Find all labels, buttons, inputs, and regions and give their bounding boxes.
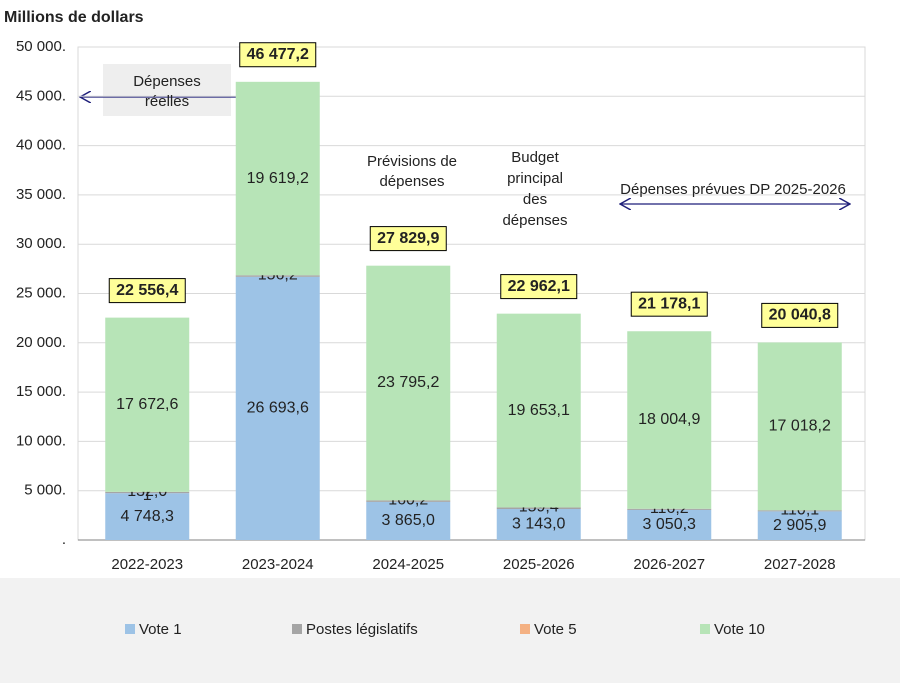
legend-label: Vote 5 [534,621,577,638]
y-axis-title: Millions de dollars [4,9,144,26]
annotation: Prévisions de [367,153,457,170]
total-label: 27 829,9 [377,230,439,247]
total-box [630,291,708,317]
bar-segment [757,510,842,512]
data-label: 1 [143,487,152,504]
y-tick-label: . [62,531,66,548]
annotation: dépenses [502,212,567,229]
annotation: réelles [145,93,189,110]
legend-background [0,578,900,683]
data-label: 19 619,2 [247,170,309,187]
data-label: 3 050,3 [643,516,696,533]
x-tick-label: 2025-2026 [503,556,575,573]
bar-segment [235,276,320,540]
bar-segment [496,509,581,540]
x-tick-label: 2023-2024 [242,556,314,573]
annotation-box [103,64,231,116]
x-tick-label: 2022-2023 [111,556,183,573]
y-tick-label: 20 000. [16,334,66,351]
x-tick-label: 2024-2025 [372,556,444,573]
data-label: 17 672,6 [116,396,178,413]
data-label: 2 905,9 [773,517,826,534]
y-tick-label: 50 000. [16,38,66,55]
data-label: 23 795,2 [377,374,439,391]
x-tick-label: 2026-2027 [633,556,705,573]
legend-label: Postes législatifs [306,621,418,638]
bar-segment [627,331,712,509]
y-tick-label: 10 000. [16,432,66,449]
data-label: 17 018,2 [769,418,831,435]
y-tick-label: 35 000. [16,186,66,203]
total-label: 20 040,8 [769,307,831,324]
bar-segment [105,491,190,494]
bar-segment [496,313,581,508]
bar-segment [235,275,320,277]
y-tick-label: 5 000. [24,482,66,499]
y-tick-label: 40 000. [16,137,66,154]
annotation: principal [507,170,563,187]
legend-label: Vote 10 [714,621,765,638]
x-tick-label: 2027-2028 [764,556,836,573]
bar-segment [757,511,842,540]
annotation: Dépenses prévues DP 2025-2026 [620,181,846,198]
total-box [369,226,447,252]
data-label: 4 748,3 [121,508,174,525]
total-box [500,274,578,300]
y-tick-label: 30 000. [16,235,66,252]
y-tick-label: 25 000. [16,284,66,301]
legend-swatch [700,624,710,634]
data-label: 26 693,6 [247,400,309,417]
annotation: des [523,191,547,208]
bar-segment [366,501,451,540]
bar-segment [627,508,712,510]
total-label: 22 962,1 [508,278,570,295]
bar-segment [496,507,581,510]
y-tick-label: 15 000. [16,383,66,400]
annotation: Dépenses [133,73,201,90]
total-label: 21 178,1 [638,295,700,312]
annotation: Budget [511,149,559,166]
data-label: 3 865,0 [382,512,435,529]
bar-segment [757,342,842,511]
bar-segment [105,493,190,540]
total-box [239,42,317,68]
bar-segment [627,509,712,540]
bar-segment [366,265,451,501]
bar-segment [235,81,320,276]
total-box [108,278,186,304]
data-label: 3 143,0 [512,516,565,533]
bar-segment [105,317,190,492]
legend-label: Vote 1 [139,621,182,638]
data-label: 18 004,9 [638,411,700,428]
total-label: 46 477,2 [247,46,309,63]
legend-swatch [520,624,530,634]
annotation: dépenses [379,173,444,190]
data-label: 19 653,1 [508,402,570,419]
total-box [761,302,839,328]
bar-segment [366,500,451,502]
y-tick-label: 45 000. [16,87,66,104]
legend-swatch [125,624,135,634]
legend-swatch [292,624,302,634]
total-label: 22 556,4 [116,282,178,299]
